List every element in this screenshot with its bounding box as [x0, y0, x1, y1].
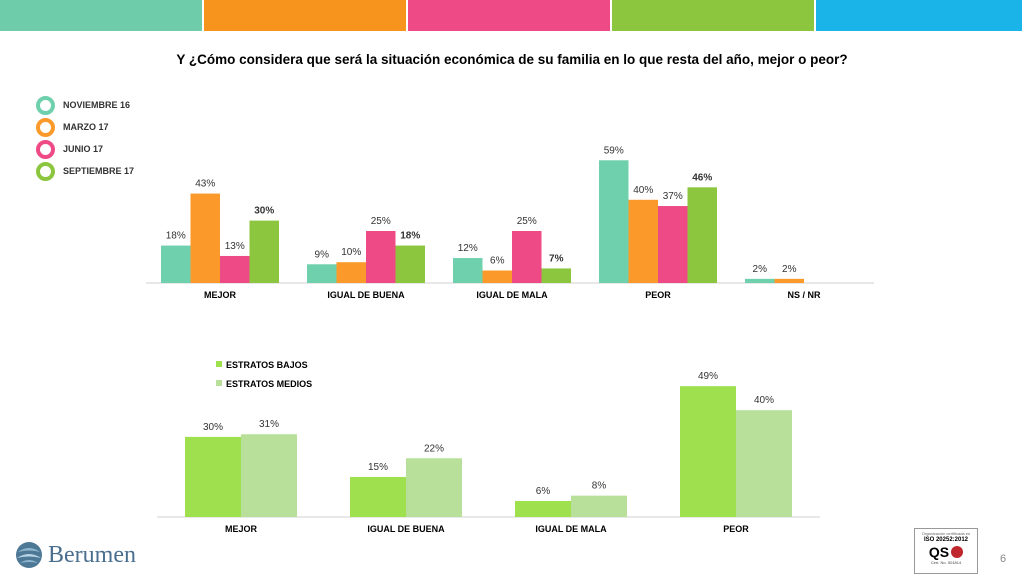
category-label: IGUAL DE BUENA — [327, 290, 405, 300]
bar — [541, 268, 571, 283]
bar — [658, 206, 688, 283]
top-color-bar — [0, 0, 1024, 31]
bar — [185, 436, 241, 517]
globe-icon — [16, 542, 42, 568]
bar — [628, 199, 658, 283]
logo-text: Berumen — [48, 541, 136, 568]
category-label: IGUAL DE MALA — [535, 524, 607, 534]
legend-ring-icon — [36, 117, 55, 137]
seal-icon — [951, 546, 964, 558]
top-bar-segment — [204, 0, 406, 31]
bar — [241, 434, 297, 517]
bar — [220, 255, 250, 283]
data-label: 15% — [368, 462, 388, 473]
data-label: 10% — [341, 247, 361, 258]
top-bar-segment — [612, 0, 814, 31]
data-label: 2% — [782, 264, 797, 275]
iso-certification-badge: Organización certificada en ISO 20252:20… — [914, 528, 978, 574]
bar — [571, 495, 627, 517]
data-label: 18% — [166, 231, 186, 242]
data-label: 9% — [315, 249, 330, 260]
data-label: 18% — [400, 231, 420, 242]
data-label: 37% — [663, 191, 683, 202]
iso-caption: Organización certificada en — [921, 531, 971, 536]
legend-label: SEPTIEMBRE 17 — [63, 166, 135, 176]
data-label: 40% — [633, 185, 653, 196]
data-label: 43% — [195, 179, 215, 190]
data-label: 6% — [536, 486, 551, 497]
legend-ring-icon — [36, 139, 55, 159]
data-label: 7% — [549, 253, 564, 264]
legend-item: MARZO 17 — [36, 116, 134, 138]
bar — [350, 476, 406, 517]
data-label: 46% — [692, 172, 712, 183]
data-label: 30% — [254, 206, 274, 217]
bar — [745, 278, 775, 283]
top-bar-segment — [408, 0, 610, 31]
bar — [680, 386, 736, 517]
legend-label: ESTRATOS BAJOS — [226, 360, 308, 370]
data-label: 12% — [458, 243, 478, 254]
legend-item: SEPTIEMBRE 17 — [36, 160, 134, 182]
data-label: 40% — [754, 395, 774, 406]
top-bar-segment — [816, 0, 1022, 31]
category-label: MEJOR — [225, 524, 258, 534]
bar — [190, 193, 220, 283]
bar — [366, 231, 396, 283]
bar — [249, 220, 279, 283]
legend-label: MARZO 17 — [63, 122, 109, 132]
berumen-logo: Berumen — [14, 540, 136, 570]
category-label: PEOR — [723, 524, 749, 534]
data-label: 8% — [592, 481, 607, 492]
category-label: IGUAL DE MALA — [476, 290, 548, 300]
bar — [161, 245, 191, 283]
bar — [736, 410, 792, 517]
data-label: 59% — [604, 145, 624, 156]
bar — [406, 458, 462, 517]
legend-item: NOVIEMBRE 16 — [36, 94, 134, 116]
data-label: 25% — [371, 216, 391, 227]
legend-swatch — [216, 361, 222, 367]
category-label: IGUAL DE BUENA — [367, 524, 445, 534]
legend-swatch — [216, 380, 222, 386]
bar — [453, 258, 483, 283]
data-label: 30% — [203, 422, 223, 433]
legend-item: JUNIO 17 — [36, 138, 134, 160]
category-label: NS / NR — [787, 290, 821, 300]
legend-top-chart: NOVIEMBRE 16 MARZO 17 JUNIO 17 SEPTIEMBRE 1… — [36, 94, 134, 182]
bar — [336, 262, 366, 283]
data-label: 2% — [753, 264, 768, 275]
legend-ring-icon — [36, 95, 55, 115]
page-number: 6 — [1000, 553, 1007, 565]
legend-label: JUNIO 17 — [63, 144, 104, 154]
bar — [307, 264, 337, 283]
bar — [482, 270, 512, 283]
qs-mark: QS — [928, 544, 950, 560]
bar — [515, 500, 571, 517]
data-label: 22% — [424, 443, 444, 454]
data-label: 49% — [698, 371, 718, 382]
bar — [687, 187, 717, 283]
data-label: 6% — [490, 256, 505, 267]
category-label: MEJOR — [204, 290, 237, 300]
data-label: 31% — [259, 419, 279, 430]
bar — [512, 231, 542, 283]
legend-label: NOVIEMBRE 16 — [63, 100, 131, 110]
bar — [599, 160, 629, 283]
legend-ring-icon — [36, 161, 55, 181]
bar — [774, 278, 804, 283]
legend-label: ESTRATOS MEDIOS — [226, 379, 312, 389]
data-label: 13% — [225, 241, 245, 252]
data-label: 25% — [517, 216, 537, 227]
chart-title: Y ¿Cómo considera que será la situación … — [176, 52, 848, 67]
bar — [395, 245, 425, 283]
iso-standard: ISO 20252:2012 — [923, 537, 969, 543]
category-label: PEOR — [645, 290, 671, 300]
iso-cert-number: Cert. No. 501814 — [930, 560, 962, 565]
top-bar-segment — [0, 0, 202, 31]
